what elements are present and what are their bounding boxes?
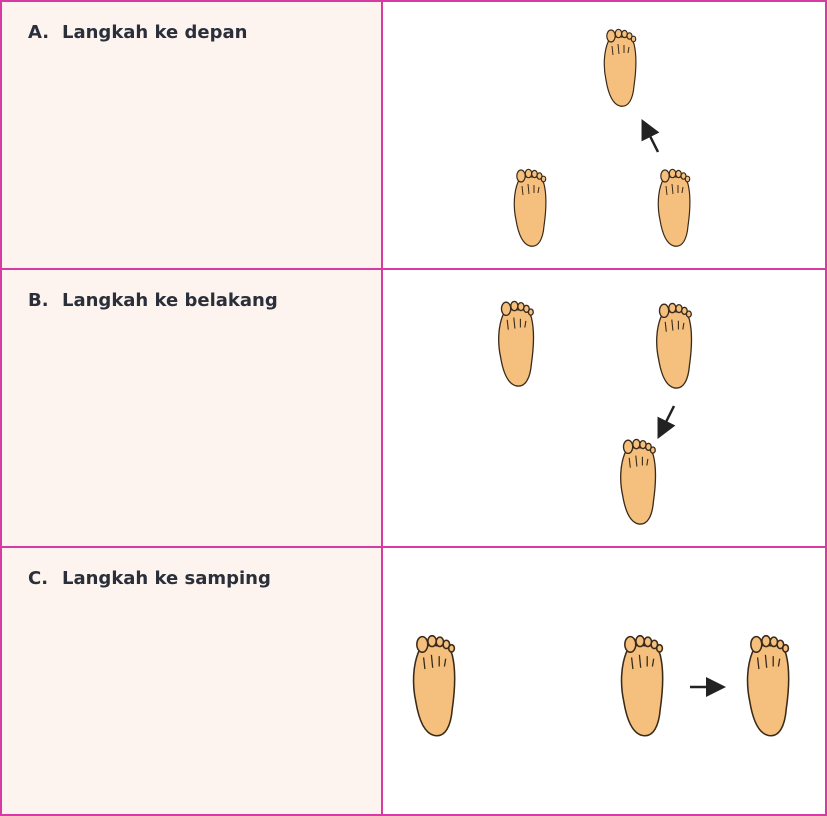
step-letter: A. (28, 22, 50, 43)
border-top (0, 0, 827, 2)
row-divider (0, 268, 827, 270)
foot-icon (620, 634, 664, 737)
step-text: Langkah ke samping (62, 568, 271, 589)
step-label: A. Langkah ke depan (28, 22, 247, 43)
row-backward: B. Langkah ke belakang (0, 270, 827, 546)
border-bottom (0, 814, 827, 816)
step-label: C. Langkah ke samping (28, 568, 271, 589)
step-text: Langkah ke depan (62, 22, 248, 43)
foot-icon (513, 168, 547, 247)
border-right (825, 0, 827, 816)
row-figure-cell (382, 548, 825, 814)
foot-icon (619, 438, 657, 525)
foot-icon (603, 28, 637, 107)
foot-icon (657, 168, 691, 247)
foot-icon (655, 302, 693, 389)
step-letter: C. (28, 568, 49, 589)
step-letter: B. (28, 290, 49, 311)
forward-step-figure (513, 28, 691, 247)
row-forward: A. Langkah ke depan (0, 2, 827, 268)
row-divider (0, 546, 827, 548)
row-figure-cell (382, 2, 825, 268)
foot-icon (497, 300, 535, 387)
border-left (0, 0, 2, 816)
arrow-down-icon (657, 405, 676, 439)
backward-step-figure (497, 300, 693, 525)
step-label: B. Langkah ke belakang (28, 290, 278, 311)
row-sideways: C. Langkah ke samping (0, 548, 827, 814)
sideways-step-figure (412, 634, 790, 737)
step-text: Langkah ke belakang (62, 290, 278, 311)
arrow-up-icon (641, 119, 660, 153)
row-figure-cell (382, 270, 825, 546)
row-label-cell: A. Langkah ke depan (2, 2, 382, 268)
row-label-cell: B. Langkah ke belakang (2, 270, 382, 546)
row-label-cell: C. Langkah ke samping (2, 548, 382, 814)
column-divider (381, 0, 383, 816)
foot-icon (412, 634, 456, 737)
foot-icon (746, 634, 790, 737)
